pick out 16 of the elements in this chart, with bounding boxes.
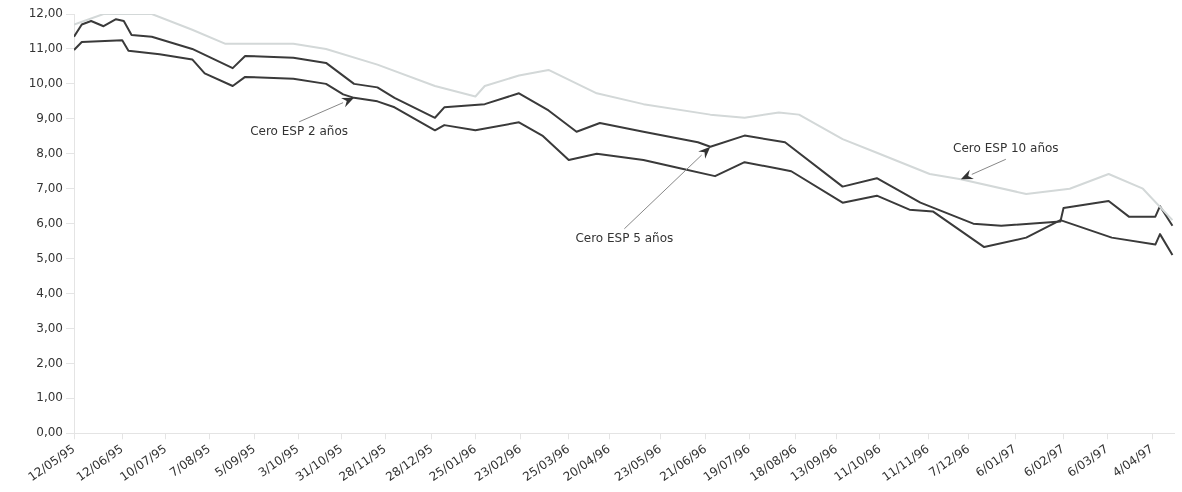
y-tick-label: 8,00 — [36, 145, 63, 160]
text: Cero ESP 5 años — [575, 230, 674, 245]
y-tick-label: 9,00 — [36, 110, 63, 125]
y-tick-label: 0,00 — [36, 425, 63, 440]
y-tick-label: 12,00 — [28, 6, 63, 21]
y-tick-label: 4,00 — [36, 285, 63, 300]
y-tick-label: 10,00 — [28, 76, 63, 91]
text: Cero ESP 2 años — [250, 123, 348, 138]
y-tick-label: 3,00 — [36, 320, 63, 335]
y-tick-label: 5,00 — [36, 250, 63, 265]
y-tick-label: 11,00 — [28, 41, 63, 56]
series-label: Cero ESP 10 años — [953, 141, 1059, 156]
y-tick-label: 7,00 — [36, 180, 63, 195]
y-tick-label: 6,00 — [36, 215, 63, 230]
y-tick-label: 2,00 — [36, 355, 63, 370]
y-tick-label: 1,00 — [36, 390, 63, 405]
